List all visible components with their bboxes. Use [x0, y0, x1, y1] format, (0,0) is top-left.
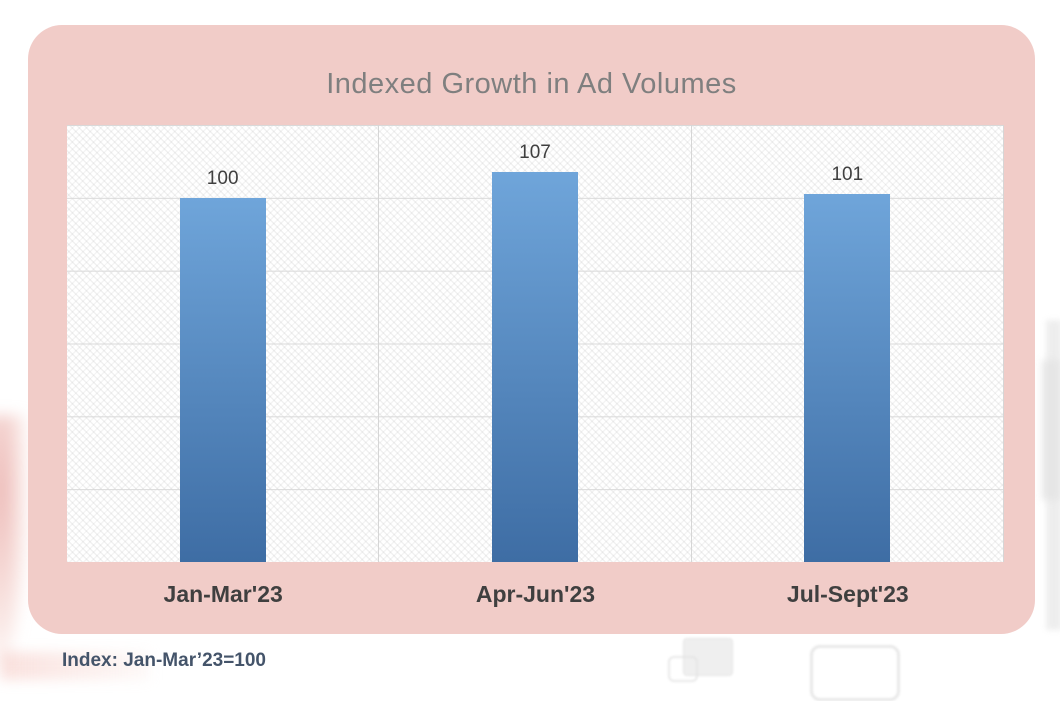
background-artifact-right-strip [1046, 320, 1060, 630]
bar-value-label: 101 [831, 164, 864, 186]
background-artifact-box-filled [683, 638, 733, 676]
slide-background: Indexed Growth in Ad Volumes 100 107 101 J… [0, 25, 1060, 701]
plot-area: 100 107 101 [67, 125, 1004, 562]
x-axis-labels: Jan-Mar'23 Apr-Jun'23 Jul-Sept'23 [67, 562, 1004, 626]
index-footnote: Index: Jan-Mar’23=100 [62, 650, 266, 671]
background-artifact-box-outline [810, 645, 900, 701]
category-column: 101 [692, 125, 1004, 562]
x-axis-label: Apr-Jun'23 [475, 580, 596, 607]
chart-card: Indexed Growth in Ad Volumes 100 107 101 J… [28, 25, 1035, 634]
background-artifact-right-block [1042, 360, 1060, 500]
bar-jan-mar-23 [179, 197, 266, 562]
background-artifact-figure [0, 415, 28, 665]
bar-jul-sept-23 [804, 194, 891, 562]
x-axis-label: Jan-Mar'23 [163, 580, 283, 607]
bar-apr-jun-23 [491, 172, 578, 562]
category-column: 107 [379, 125, 692, 562]
bar-value-label: 107 [519, 142, 551, 164]
background-artifact-box-small [668, 656, 698, 682]
bar-value-label: 100 [206, 167, 239, 189]
chart-title: Indexed Growth in Ad Volumes [326, 68, 737, 100]
x-axis-label: Jul-Sept'23 [786, 580, 909, 607]
category-column: 100 [67, 125, 380, 562]
